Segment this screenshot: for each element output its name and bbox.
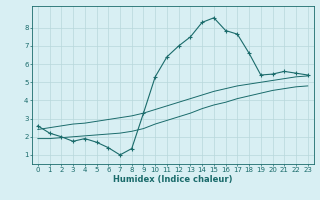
X-axis label: Humidex (Indice chaleur): Humidex (Indice chaleur): [113, 175, 233, 184]
